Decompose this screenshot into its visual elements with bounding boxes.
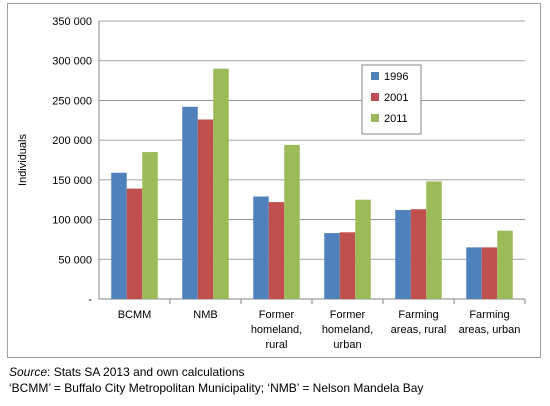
bar-2011-4 xyxy=(426,181,442,299)
bar-2001-2 xyxy=(268,202,285,299)
bar-2011-3 xyxy=(355,199,371,299)
x-tick-label: areas, urban xyxy=(459,324,521,336)
x-tick-label: Former xyxy=(259,309,295,321)
source-note: Source: Stats SA 2013 and own calculatio… xyxy=(9,365,245,380)
source-text: : Stats SA 2013 and own calculations xyxy=(47,365,245,379)
legend-swatch-2011 xyxy=(371,114,379,122)
bar-2011-2 xyxy=(284,144,300,299)
bar-1996-3 xyxy=(324,233,340,299)
x-tick-label: areas, rural xyxy=(391,324,447,336)
y-tick-label: 50 000 xyxy=(58,254,92,266)
y-axis-title: Individuals xyxy=(17,134,29,186)
x-tick-label: urban xyxy=(333,339,361,351)
x-tick-label: Farming xyxy=(398,309,438,321)
abbreviation-note: ‘BCMM’ = Buffalo City Metropolitan Munic… xyxy=(9,381,424,395)
bar-1996-1 xyxy=(182,106,198,299)
y-tick-label: 350 000 xyxy=(52,16,92,28)
bar-2011-5 xyxy=(497,230,513,299)
legend-label: 1996 xyxy=(384,71,408,83)
x-tick-label: Farming xyxy=(469,309,509,321)
y-tick-label: 150 000 xyxy=(52,175,92,187)
bar-2001-4 xyxy=(410,209,427,299)
legend-label: 2001 xyxy=(384,92,408,104)
bar-1996-4 xyxy=(395,210,411,299)
legend-label: 2011 xyxy=(384,113,408,125)
bar-1996-2 xyxy=(253,196,269,299)
y-tick-label: 100 000 xyxy=(52,215,92,227)
legend-swatch-2001 xyxy=(371,93,379,101)
bar-2011-1 xyxy=(213,68,229,300)
bar-2001-1 xyxy=(197,119,214,300)
x-tick-label: homeland, xyxy=(251,324,302,336)
bar-2011-0 xyxy=(142,152,158,299)
source-label: Source xyxy=(9,365,48,379)
y-tick-label: 250 000 xyxy=(52,95,92,107)
y-tick-label: 300 000 xyxy=(52,56,92,68)
x-tick-label: homeland, xyxy=(322,324,373,336)
bar-1996-0 xyxy=(111,172,127,299)
bar-1996-5 xyxy=(466,247,482,299)
bar-2001-5 xyxy=(481,247,498,299)
y-tick-label: 200 000 xyxy=(52,135,92,147)
bar-2001-0 xyxy=(126,188,143,299)
x-tick-label: BCMM xyxy=(118,309,152,321)
legend-swatch-1996 xyxy=(371,72,379,80)
x-tick-label: NMB xyxy=(193,309,217,321)
x-tick-label: rural xyxy=(265,339,287,351)
y-tick-label: - xyxy=(88,294,92,306)
bar-2001-3 xyxy=(339,232,356,299)
x-tick-label: Former xyxy=(330,309,366,321)
